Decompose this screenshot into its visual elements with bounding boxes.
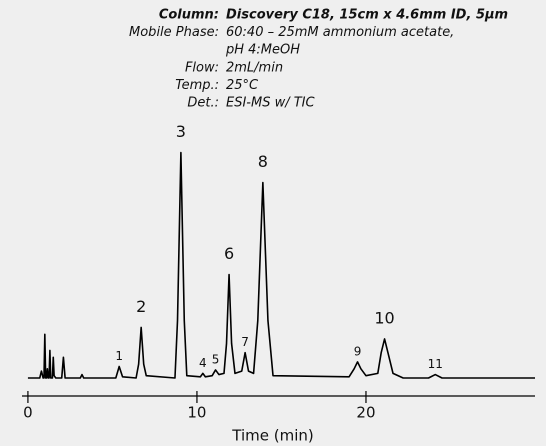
peak-label: 1 [115,349,123,363]
condition-value: 60:40 – 25mM ammonium acetate, [226,25,454,40]
x-tick-label: 20 [356,404,375,422]
condition-value: ESI-MS w/ TIC [226,96,316,111]
condition-value: 25°C [226,78,259,93]
peak-label: 4 [199,356,207,370]
peak-label: 8 [258,152,268,171]
x-tick-label: 10 [187,404,206,422]
peak-label: 5 [212,352,220,366]
condition-value: Discovery C18, 15cm x 4.6mm ID, 5µm [226,8,508,23]
trace [27,151,535,379]
condition-key: Column: [159,8,219,23]
condition-key: Mobile Phase: [129,25,219,40]
condition-key: Det.: [187,96,219,111]
peak-label: 3 [176,122,186,141]
peak-label: 2 [136,297,146,316]
peak-label: 9 [354,344,362,358]
peak-label: 11 [428,357,443,371]
condition-key: Temp.: [175,78,219,93]
condition-value: 2mL/min [226,60,283,75]
peak-label: 10 [374,308,394,327]
peak-label: 7 [241,335,249,349]
x-tick-label: 0 [23,404,33,422]
condition-value: pH 4:MeOH [225,43,300,58]
peak-label: 6 [224,244,234,263]
condition-key: Flow: [185,60,219,75]
x-axis-label: Time (min) [231,427,313,445]
